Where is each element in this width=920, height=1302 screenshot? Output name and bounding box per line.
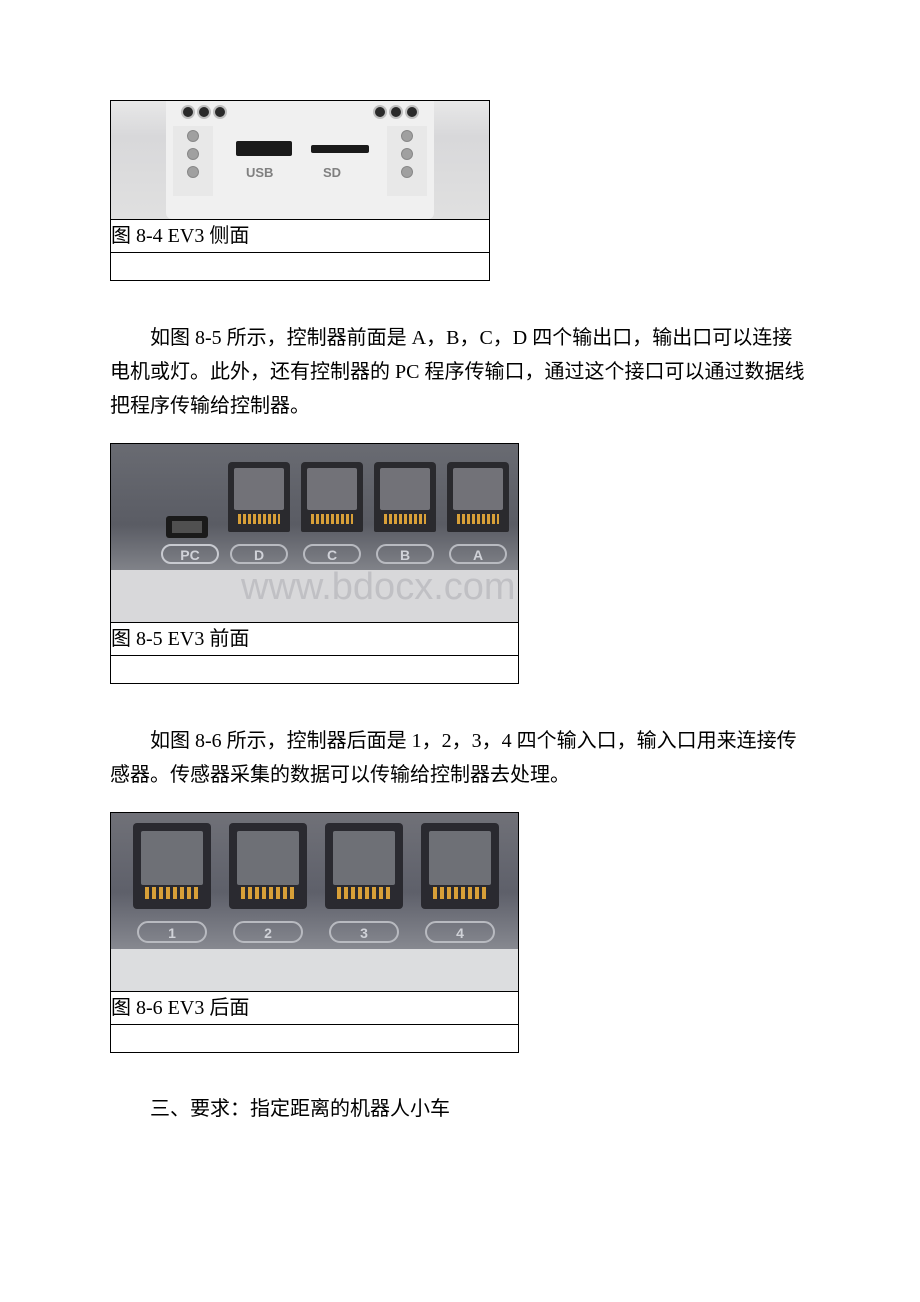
usb-label: USB	[246, 163, 273, 184]
figure-8-6-table: 1 2 3 4 图 8-6 EV3 后面	[110, 812, 519, 1053]
figure-8-6-image-cell: 1 2 3 4	[111, 813, 519, 992]
figure-8-5-image-cell: PC D C B A www.bdocx.com	[111, 444, 519, 623]
figure-8-4-caption: 图 8-4 EV3 侧面	[111, 220, 490, 253]
input-port-3	[325, 823, 403, 909]
port-label-d: D	[230, 544, 288, 564]
figure-8-4-blank	[111, 253, 490, 281]
paragraph-1: 如图 8-5 所示，控制器前面是 A，B，C，D 四个输出口，输出口可以连接电机…	[110, 321, 810, 423]
ev3-side-block-left	[173, 126, 213, 196]
port-label-1: 1	[137, 921, 207, 943]
figure-8-5-table: PC D C B A www.bdocx.com 图 8-5 EV3 前面	[110, 443, 519, 684]
figure-8-5-caption: 图 8-5 EV3 前面	[111, 623, 519, 656]
output-port-c	[301, 462, 363, 532]
pc-port	[166, 516, 208, 538]
input-port-2	[229, 823, 307, 909]
figure-8-6-image: 1 2 3 4	[111, 813, 518, 991]
port-label-b: B	[376, 544, 434, 564]
figure-8-4-table: USB SD 图 8-4 EV3 侧面	[110, 100, 490, 281]
ev3-side-block-right	[387, 126, 427, 196]
port-label-a: A	[449, 544, 507, 564]
sd-slot	[311, 145, 369, 153]
output-port-a	[447, 462, 509, 532]
usb-slot	[236, 141, 292, 156]
figure-8-5-blank	[111, 656, 519, 684]
paragraph-2: 如图 8-6 所示，控制器后面是 1，2，3，4 四个输入口，输入口用来连接传感…	[110, 724, 810, 792]
output-port-b	[374, 462, 436, 532]
port-label-3: 3	[329, 921, 399, 943]
port-label-2: 2	[233, 921, 303, 943]
output-port-d	[228, 462, 290, 532]
figure-8-5-image: PC D C B A www.bdocx.com	[111, 444, 518, 622]
ev3-front-lower	[111, 570, 518, 622]
port-label-c: C	[303, 544, 361, 564]
figure-8-4-image-cell: USB SD	[111, 101, 490, 220]
figure-8-4-image: USB SD	[111, 101, 489, 219]
figure-8-6-caption: 图 8-6 EV3 后面	[111, 992, 519, 1025]
figure-8-6-blank	[111, 1025, 519, 1053]
sd-label: SD	[323, 163, 341, 184]
input-port-4	[421, 823, 499, 909]
input-port-1	[133, 823, 211, 909]
ev3-back-lower	[111, 949, 518, 991]
lego-holes-left	[181, 105, 227, 119]
section-3-heading: 三、要求：指定距离的机器人小车	[110, 1093, 810, 1125]
lego-holes-right	[373, 105, 419, 119]
port-label-4: 4	[425, 921, 495, 943]
port-label-pc: PC	[161, 544, 219, 564]
